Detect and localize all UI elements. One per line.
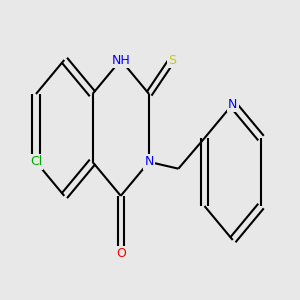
Text: N: N	[144, 155, 154, 168]
Text: Cl: Cl	[30, 155, 42, 168]
Text: NH: NH	[111, 53, 130, 67]
Text: N: N	[228, 98, 237, 111]
Text: S: S	[168, 53, 176, 67]
Text: O: O	[116, 247, 126, 260]
